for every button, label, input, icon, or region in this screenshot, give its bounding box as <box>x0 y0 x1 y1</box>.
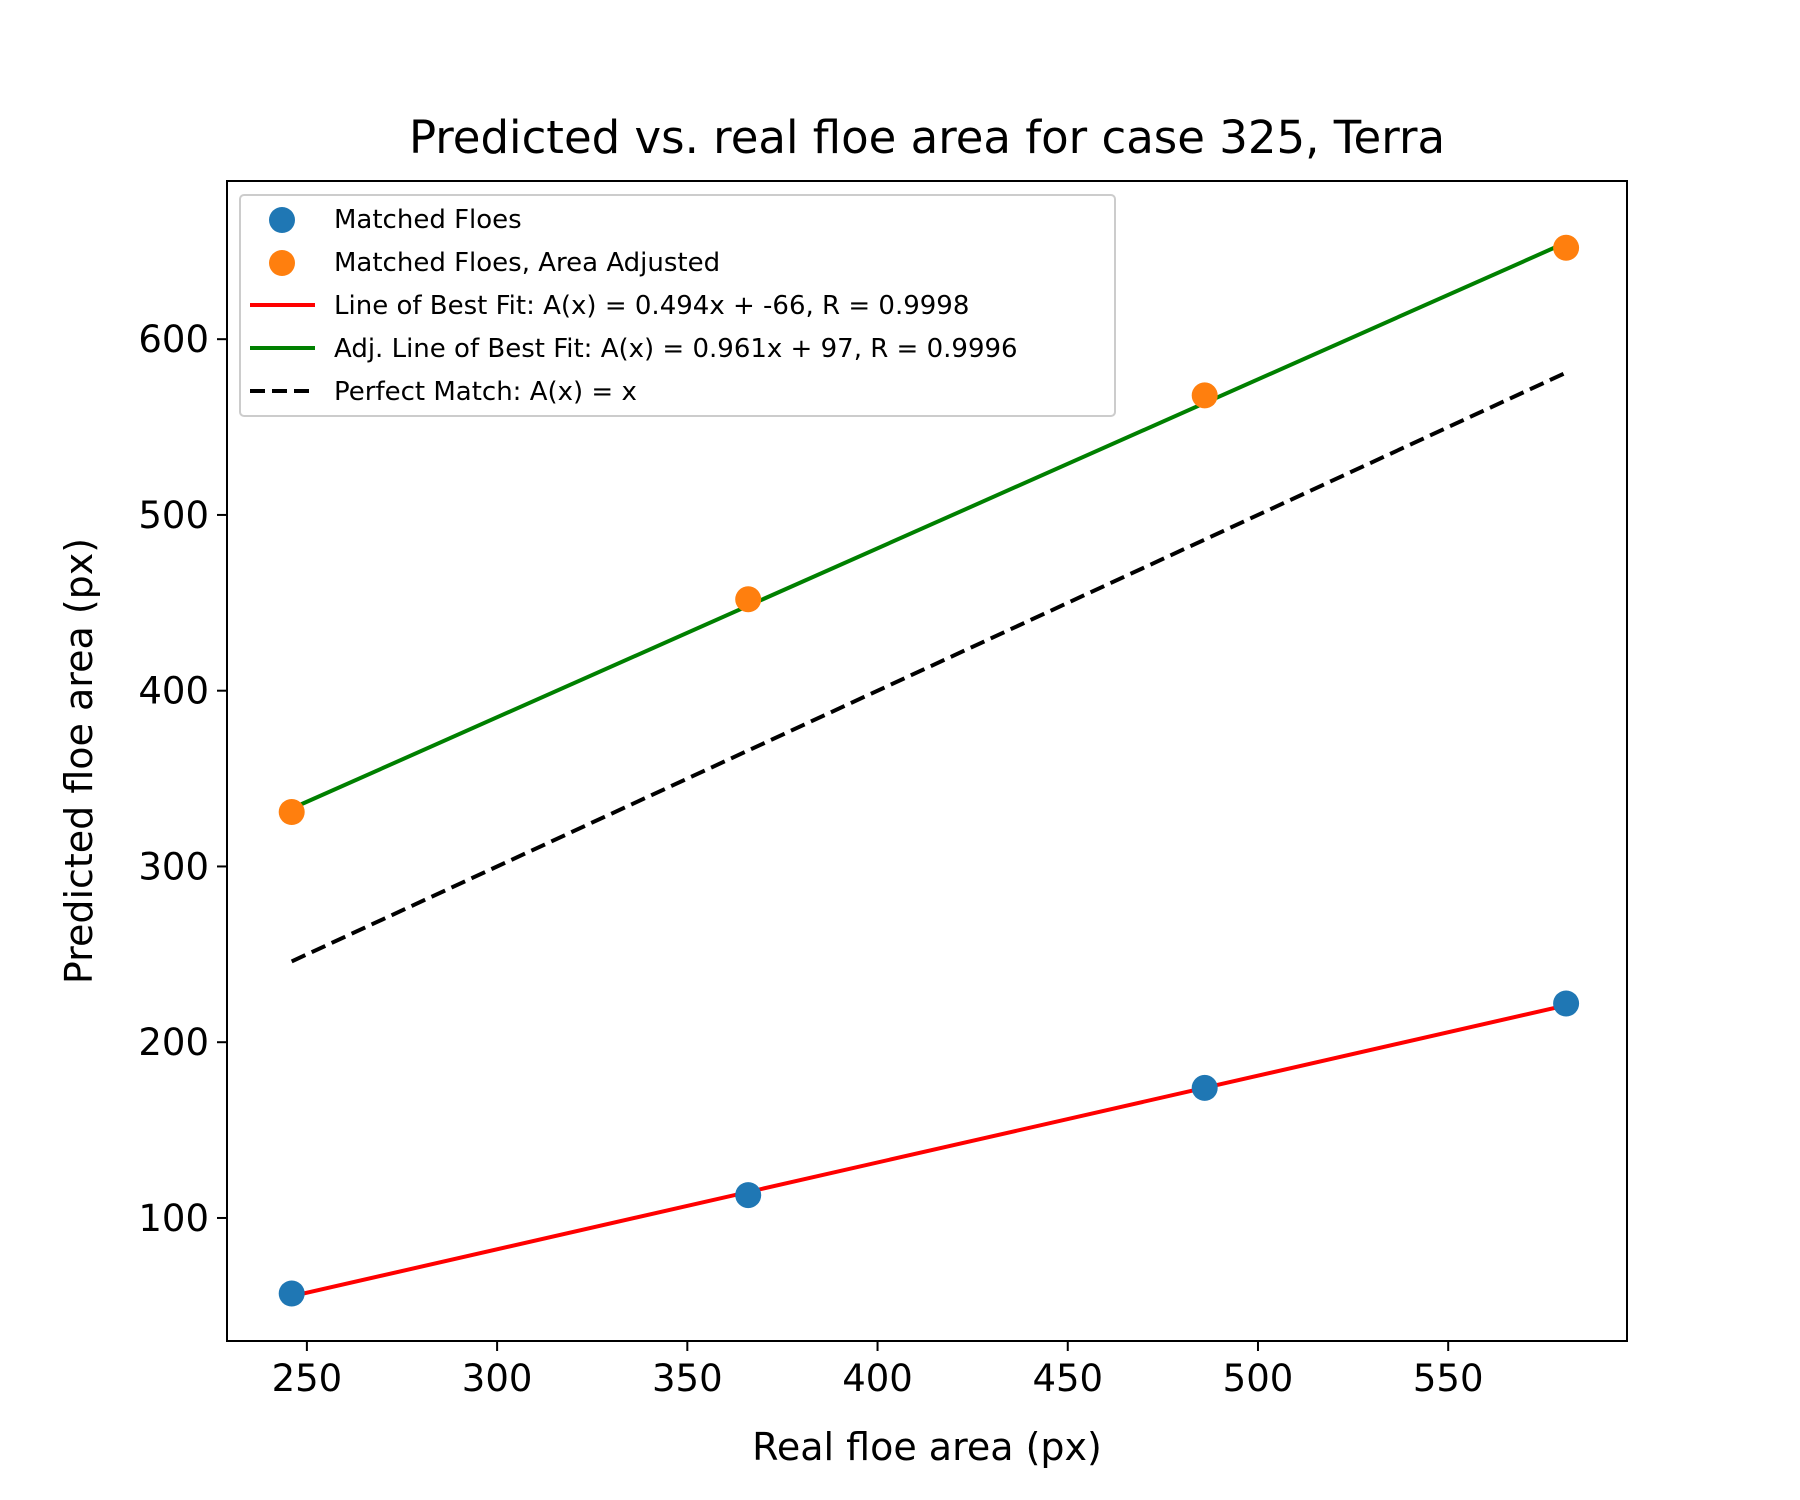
x-tick-label: 250 <box>272 1357 343 1400</box>
legend-label: Matched Floes, Area Adjusted <box>334 248 720 278</box>
series-0-point <box>1191 1074 1218 1101</box>
y-tick-label: 200 <box>138 1021 209 1064</box>
series-0-point <box>1553 990 1580 1017</box>
x-tick-label: 400 <box>842 1357 913 1400</box>
x-tick-label: 350 <box>652 1357 723 1400</box>
plot-points <box>278 234 1580 1307</box>
y-axis-label: Predicted floe area (px) <box>57 538 101 984</box>
legend-label: Line of Best Fit: A(x) = 0.494x + -66, R… <box>334 291 969 321</box>
series-1-point <box>278 799 305 825</box>
legend-point-marker <box>269 250 295 276</box>
legend-label: Adj. Line of Best Fit: A(x) = 0.961x + 9… <box>334 334 1018 364</box>
legend-frame <box>239 194 1116 417</box>
plot-lines <box>290 240 1567 1299</box>
legend-point-marker <box>269 207 295 233</box>
x-tick-label: 300 <box>462 1357 533 1400</box>
series-line-4 <box>290 370 1567 964</box>
x-tick-label: 500 <box>1223 1357 1294 1400</box>
x-axis-label: Real floe area (px) <box>752 1425 1102 1469</box>
series-line-2 <box>291 1003 1567 1299</box>
series-0-point <box>278 1280 305 1307</box>
y-tick-label: 100 <box>138 1197 209 1240</box>
plot-area-frame <box>226 180 1628 1342</box>
chart-title: Predicted vs. real floe area for case 32… <box>409 111 1445 164</box>
x-tick-label: 450 <box>1032 1357 1103 1400</box>
legend-label: Matched Floes <box>334 205 522 235</box>
x-axis-ticks: 250 300 350 400 450 500 550 <box>272 1341 1484 1400</box>
y-tick-label: 500 <box>138 494 209 537</box>
series-0-point <box>735 1182 762 1209</box>
legend: Matched Floes Matched Floes, Area Adjuste… <box>239 194 1116 417</box>
legend-label: Perfect Match: A(x) = x <box>334 377 637 407</box>
y-axis-ticks: 100 200 300 400 500 600 <box>138 318 227 1240</box>
series-1-point <box>1553 234 1580 261</box>
y-tick-label: 300 <box>138 845 209 888</box>
y-tick-label: 400 <box>138 670 209 713</box>
series-line-3 <box>290 240 1567 811</box>
x-tick-label: 550 <box>1413 1357 1484 1400</box>
y-tick-label: 600 <box>138 318 209 361</box>
series-1-point <box>735 586 762 613</box>
series-1-point <box>1191 382 1218 409</box>
